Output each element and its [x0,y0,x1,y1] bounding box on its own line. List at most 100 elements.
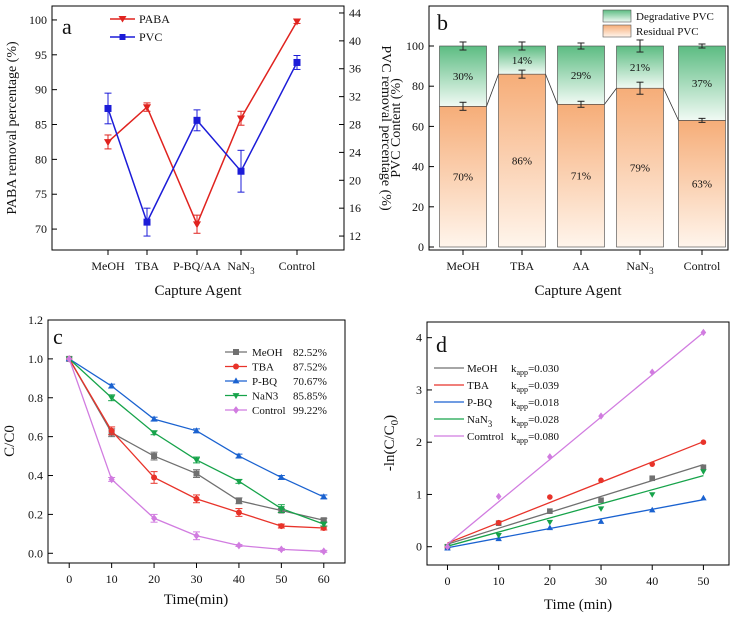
b-label-degradative-1: 14% [512,55,532,67]
panel-a-frame [51,5,345,251]
c-x-tick-label-3: 30 [191,572,203,586]
panel-d-letter: d [436,332,447,357]
d-point-pbq-4 [649,506,656,513]
b-x-tick-label-0: MeOH [446,259,480,273]
d-point-comtrol-0 [444,543,451,551]
a-point-pvc-4 [293,58,301,66]
b-y-tick-label-2: 40 [412,160,424,174]
c-y-tick-label-1: 0.2 [28,507,43,521]
c-legend-marker-pbq [232,377,240,384]
c-point-tba-4 [235,509,242,516]
b-label-residual-2: 71% [571,171,591,183]
d-point-nan3-5 [700,469,707,475]
d-y-tick-label-1: 1 [416,487,422,501]
a-right-tick-label-5: 32 [349,90,361,104]
b-err-degradative-3 [636,39,644,53]
panel-b-frame [428,5,729,251]
a-point-paba-3 [236,115,246,123]
c-legend-name-pbq: P-BQ [252,376,277,388]
panel-a-letter: a [62,14,72,39]
legend-residual-label: Residual PVC [636,26,699,38]
d-legend-k-nan3: kapp=0.028 [511,414,560,428]
c-y-tick-label-6: 1.2 [28,313,43,327]
c-x-tick-label-1: 10 [106,572,118,586]
panel-d: d 0 1 2 3 4 0 10 20 30 40 50 MeOH kapp=0.030 TBA kap… [382,321,730,613]
d-point-comtrol-3 [598,412,604,420]
legend-degradative-swatch [602,9,632,23]
b-x-tick-label-3: NaN3 [626,259,654,276]
a-left-tick-label-2: 80 [35,152,47,166]
c-legend-marker-meoh [233,349,239,355]
d-point-nan3-1 [495,532,502,539]
d-y-tick-label-0: 0 [416,540,422,554]
c-point-control-6 [320,547,327,556]
b-err-residual-3 [636,81,644,95]
d-point-tba-1 [495,519,502,526]
panel-c-legend: MeOH 82.52% TBA 87.52% P-BQ 70.67% NaN3 85.85% C… [225,347,327,417]
a-left-tick-label-5: 95 [35,48,47,62]
b-connector-1 [545,73,558,105]
legend-paba-marker [118,16,127,23]
panel-a-ylabel-right: PVC removal percentage (%) [378,45,393,211]
c-point-nan3-6 [320,521,328,528]
d-point-meoh-3 [598,497,604,503]
d-y-tick-label-2: 2 [416,435,422,449]
c-point-tba-5 [278,523,285,530]
panel-d-series [444,328,707,551]
b-bar-degradative-2 [557,45,605,105]
panel-b-ylabel: PVC Content (%) [389,78,404,178]
b-label-residual-0: 70% [453,172,473,184]
b-err-degradative-0 [459,41,467,51]
panel-a-ylabel-left: PABA removal percentage (%) [5,41,20,215]
a-point-paba-1 [142,104,152,112]
b-bar-residual-1 [498,73,546,248]
c-legend-pct-nan3: 85.85% [293,391,327,403]
c-legend-name-nan3: NaN3 [252,391,279,403]
d-fit-meoh [447,464,704,545]
d-y-tick-label-4: 4 [416,331,422,345]
c-legend-name-meoh: MeOH [252,347,283,359]
panel-a-x-ticks: MeOH TBA P-BQ/AA NaN3 Control [91,250,316,276]
panel-c: c 0.0 0.2 0.4 0.6 0.8 1.0 1.2 0 10 20 30 40 50 60 Me… [2,313,346,608]
c-y-tick-label-4: 0.8 [28,391,43,405]
panel-d-x-ticks: 0 10 20 30 40 50 [444,565,709,588]
panel-c-letter: c [53,324,63,349]
c-x-tick-label-6: 60 [318,572,330,586]
panel-a-series [103,18,302,237]
d-fit-nan3 [447,475,704,547]
panel-b-bars: 70% 30% 86% 14% 71% 29% 79% 21% 63% 37% [439,39,726,248]
c-y-tick-label-0: 0.0 [28,546,43,560]
a-right-tick-label-6: 36 [349,62,361,76]
panel-b-y-ticks: 0 20 40 60 80 100 [406,39,434,254]
a-right-tick-label-0: 12 [349,229,361,243]
d-legend-name-meoh: MeOH [467,363,498,375]
c-point-tba-1 [108,427,115,434]
c-point-pbq-6 [320,493,328,500]
c-point-pbq-5 [277,473,285,480]
c-point-control-5 [278,545,285,554]
c-point-pbq-4 [235,452,243,459]
d-legend-name-nan3: NaN3 [467,414,493,429]
b-label-degradative-3: 21% [630,62,650,74]
c-y-tick-label-2: 0.4 [28,469,43,483]
c-legend-name-control: Control [252,405,286,417]
a-left-tick-label-6: 100 [29,13,47,27]
d-point-meoh-2 [547,508,553,514]
panel-c-xlabel: Time(min) [164,592,228,608]
c-point-meoh-4 [235,497,242,504]
d-x-tick-label-3: 30 [595,574,607,588]
b-err-residual-4 [698,117,706,123]
b-bar-degradative-0 [439,45,487,107]
b-bar-residual-4 [678,120,726,248]
d-legend-name-pbq: P-BQ [467,397,492,409]
legend-residual-swatch [602,24,632,38]
d-x-tick-label-1: 10 [493,574,505,588]
panel-c-ylabel: C/C0 [2,425,18,457]
panel-a-legend: PABA PVC [110,12,170,44]
b-err-residual-1 [518,69,526,79]
a-right-tick-label-2: 20 [349,173,361,187]
a-x-tick-label-2: P-BQ/AA [173,259,221,273]
panel-d-ylabel: -ln(C/C0) [382,415,401,471]
d-legend-name-tba: TBA [467,380,489,392]
